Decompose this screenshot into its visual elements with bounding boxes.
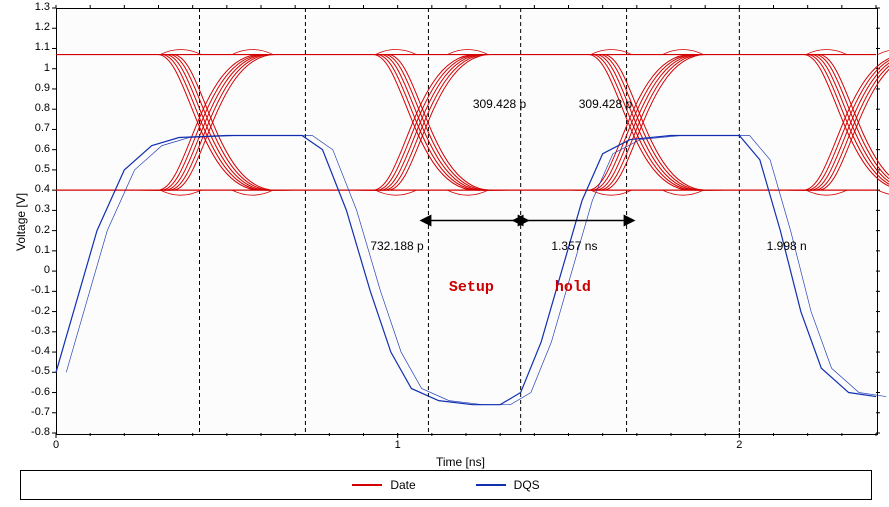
y-tick-label: -0.5 [20,365,50,377]
x-axis-title: Time [ns] [436,455,485,469]
y-tick-label: -0.7 [20,406,50,418]
x-tick-label: 0 [36,439,76,451]
y-tick-label: 0.7 [20,122,50,134]
annotation: Setup [449,279,494,296]
y-tick-label: -0.6 [20,386,50,398]
y-tick-label: -0.8 [20,426,50,438]
annotation: 732.188 p [370,239,423,253]
y-tick-label: 1.2 [20,21,50,33]
y-tick-label: 1.1 [20,41,50,53]
y-tick-label: -0.3 [20,325,50,337]
y-tick-label: 0.4 [20,183,50,195]
y-tick-label: 0.6 [20,143,50,155]
annotation: 309.428 p [473,97,526,111]
legend: Date DQS [20,470,872,500]
legend-label: DQS [514,478,540,492]
y-tick-label: 1.3 [20,1,50,13]
annotation: 1.998 n [767,239,807,253]
y-tick-label: 0.2 [20,224,50,236]
y-tick-label: 0.5 [20,163,50,175]
legend-label: Date [390,478,415,492]
legend-item: Date [352,478,415,492]
legend-item: DQS [476,478,540,492]
y-tick-label: -0.2 [20,305,50,317]
y-tick-label: 0 [20,264,50,276]
annotation: 1.357 ns [551,239,597,253]
annotation: hold [555,279,591,296]
legend-swatch [352,484,382,486]
y-axis-title: Voltage [V] [14,192,28,250]
timing-chart: Voltage [V] Time [ns] Date DQS -0.8 -0.7 -0… [0,0,889,507]
y-tick-label: -0.1 [20,284,50,296]
x-tick-label: 2 [719,439,759,451]
y-tick-label: 0.9 [20,82,50,94]
legend-swatch [476,484,506,486]
y-tick-label: 0.1 [20,244,50,256]
y-tick-label: -0.4 [20,345,50,357]
y-tick-label: 0.3 [20,203,50,215]
y-tick-label: 1 [20,62,50,74]
x-tick-label: 1 [378,439,418,451]
chart-svg [0,0,889,507]
y-tick-label: 0.8 [20,102,50,114]
annotation: 309.428 p [579,97,632,111]
